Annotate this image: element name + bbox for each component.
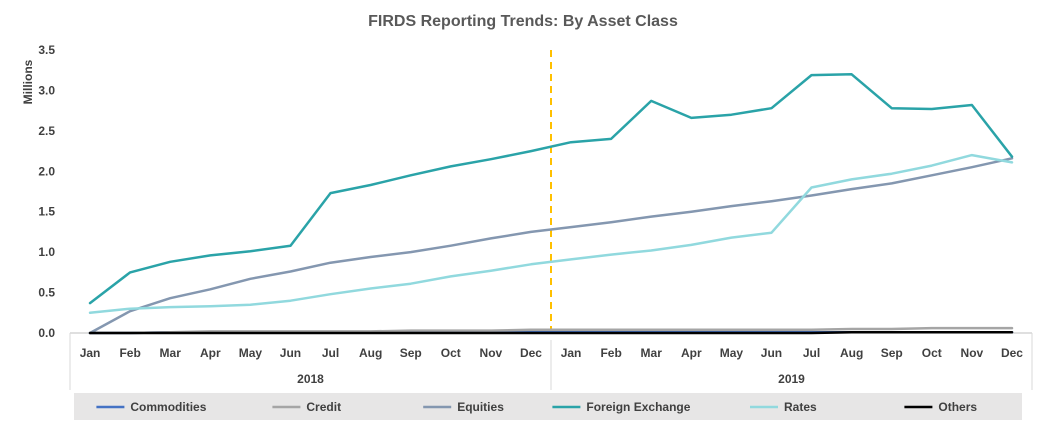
x-tick-label: Jul: [322, 346, 339, 360]
y-tick-label: 2.5: [38, 124, 55, 138]
x-tick-label: Dec: [1001, 346, 1023, 360]
x-tick-label: Aug: [359, 346, 382, 360]
series-line-equities: [88, 157, 1014, 335]
x-axis-ticks: Jan Feb Mar Apr May Jun Jul Aug Sep Oct Nov Dec Jan F…: [80, 346, 1024, 360]
x-tick-label: Mar: [641, 346, 663, 360]
x-tick-label: Oct: [441, 346, 461, 360]
x-tick-label: Jul: [803, 346, 820, 360]
y-axis-label: Millions: [21, 59, 35, 104]
y-tick-label: 0.0: [38, 326, 55, 340]
x-tick-label: Sep: [881, 346, 903, 360]
legend-label-commodities: Commodities: [130, 400, 206, 414]
legend-label-credit: Credit: [306, 400, 341, 414]
legend-label-equities: Equities: [457, 400, 504, 414]
x-tick-label: Feb: [600, 346, 621, 360]
y-tick-label: 3.5: [38, 43, 55, 57]
x-tick-label: Jan: [80, 346, 101, 360]
x-tick-label: Oct: [922, 346, 942, 360]
x-tick-label: Nov: [961, 346, 984, 360]
legend-label-rates: Rates: [784, 400, 817, 414]
y-tick-label: 3.0: [38, 83, 55, 97]
series-line-foreign-exchange: [88, 73, 1014, 305]
x-tick-label: May: [239, 346, 263, 360]
legend: Commodities Credit Equities Foreign Exchang…: [74, 393, 1022, 420]
year-group-label: 2018: [297, 372, 324, 386]
x-tick-label: Jun: [761, 346, 782, 360]
series-line-credit: [88, 326, 1014, 335]
y-tick-label: 2.0: [38, 164, 55, 178]
series-line-rates: [88, 153, 1014, 315]
y-tick-label: 1.0: [38, 245, 55, 259]
x-tick-label: Apr: [681, 346, 702, 360]
x-tick-label: Sep: [400, 346, 422, 360]
y-axis-ticks: 0.0 0.5 1.0 1.5 2.0 2.5 3.0 3.5: [38, 43, 55, 340]
x-tick-label: Nov: [480, 346, 503, 360]
y-tick-label: 1.5: [38, 205, 55, 219]
x-tick-label: Dec: [520, 346, 542, 360]
x-tick-label: Feb: [119, 346, 140, 360]
y-tick-label: 0.5: [38, 286, 55, 300]
x-tick-label: Jan: [561, 346, 582, 360]
x-axis-groups: 2018 2019: [297, 340, 805, 390]
year-group-label: 2019: [778, 372, 805, 386]
x-tick-label: Jun: [280, 346, 301, 360]
series-lines: [88, 73, 1014, 335]
legend-label-foreign-exchange: Foreign Exchange: [586, 400, 690, 414]
x-tick-label: Apr: [200, 346, 221, 360]
x-tick-label: Mar: [160, 346, 182, 360]
chart-title: FIRDS Reporting Trends: By Asset Class: [368, 13, 678, 30]
x-tick-label: May: [720, 346, 744, 360]
x-tick-label: Aug: [840, 346, 863, 360]
legend-background: [74, 393, 1022, 420]
series-line-others: [88, 330, 1014, 335]
legend-label-others: Others: [938, 400, 977, 414]
